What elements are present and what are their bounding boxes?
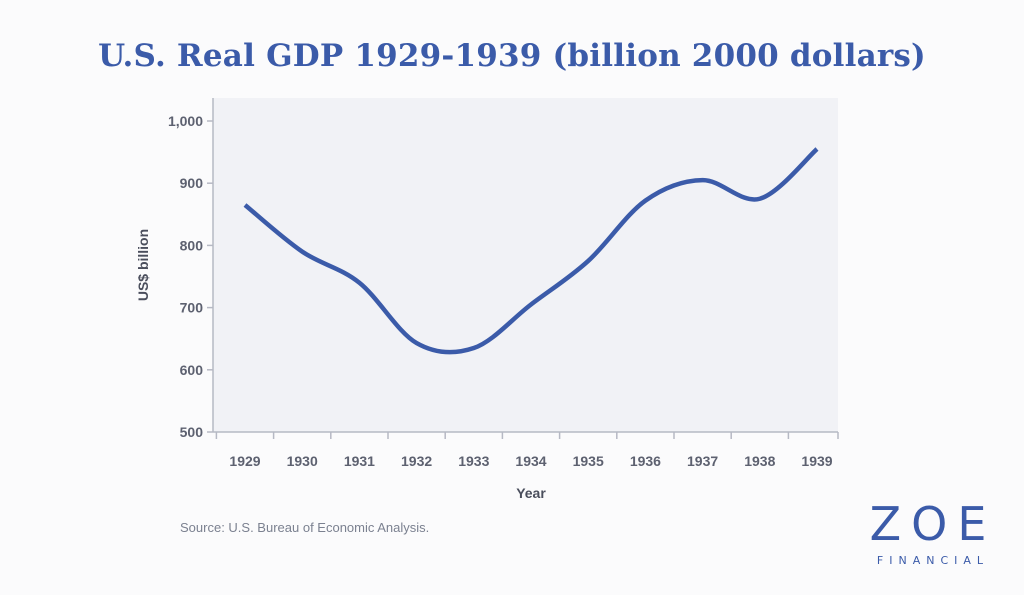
data-point (643, 199, 647, 203)
data-point (415, 341, 419, 345)
y-axis-title: US$ billion (135, 229, 151, 301)
plot-area (213, 98, 838, 432)
x-tick-label: 1934 (515, 453, 546, 469)
y-tick-label: 800 (180, 237, 204, 253)
y-tick-label: 1,000 (168, 113, 203, 129)
logo-subtitle: FINANCIAL (876, 554, 990, 567)
x-tick-label: 1937 (687, 453, 718, 469)
zoe-financial-logo: ZOE FINANCIAL (858, 500, 1008, 567)
data-point (357, 281, 361, 285)
x-tick-label: 1929 (229, 453, 260, 469)
source-note: Source: U.S. Bureau of Economic Analysis… (180, 520, 430, 535)
data-point (300, 250, 304, 254)
data-point (243, 203, 247, 207)
logo-wordmark: ZOE (869, 497, 997, 551)
x-tick-label: 1932 (401, 453, 432, 469)
data-point (472, 346, 476, 350)
data-point (815, 147, 819, 151)
x-tick-label: 1935 (573, 453, 604, 469)
data-point (586, 259, 590, 263)
data-point (758, 197, 762, 201)
y-tick-label: 600 (180, 362, 204, 378)
gdp-series-line (243, 147, 819, 355)
y-tick-label: 500 (180, 424, 204, 440)
y-tick-label: 900 (180, 175, 204, 191)
x-axis-title: Year (516, 485, 546, 501)
y-tick-label: 700 (180, 300, 204, 316)
data-point (529, 302, 533, 306)
x-tick-label: 1936 (630, 453, 661, 469)
x-tick-label: 1933 (458, 453, 489, 469)
x-tick-label: 1939 (801, 453, 832, 469)
chart-title: U.S. Real GDP 1929-1939 (billion 2000 do… (98, 38, 926, 74)
data-point (701, 178, 705, 182)
x-tick-label: 1930 (287, 453, 318, 469)
x-tick-label: 1931 (344, 453, 375, 469)
x-tick-label: 1938 (744, 453, 775, 469)
